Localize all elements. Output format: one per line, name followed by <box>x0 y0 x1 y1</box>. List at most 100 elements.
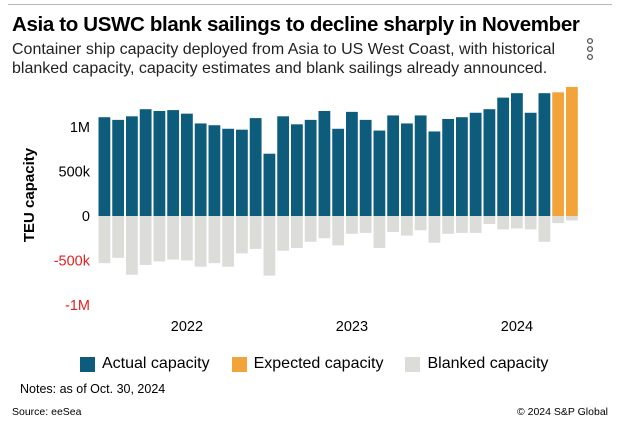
y-tick-label: -500k <box>54 254 91 270</box>
actual-capacity-bar <box>401 123 413 216</box>
blanked-capacity-bar <box>167 216 180 260</box>
actual-capacity-bar <box>318 110 331 216</box>
legend-item-actual: Actual capacity <box>80 355 210 373</box>
blanked-capacity-bar <box>456 216 468 233</box>
actual-capacity-bar <box>373 130 386 216</box>
y-tick-label: -1M <box>65 298 90 314</box>
blanked-capacity-bar <box>112 216 125 258</box>
actual-capacity-bar <box>346 111 358 216</box>
actual-capacity-bar <box>112 119 125 216</box>
blanked-capacity-bar <box>304 216 317 242</box>
blanked-capacity-bar <box>373 216 386 249</box>
actual-capacity-bar <box>359 119 372 216</box>
actual-capacity-bar <box>511 93 523 216</box>
chart-notes: Notes: as of Oct. 30, 2024 <box>20 382 166 396</box>
actual-capacity-bar <box>153 110 166 216</box>
x-tick-label: 2022 <box>171 319 203 335</box>
actual-capacity-bar <box>208 125 221 216</box>
actual-capacity-bar <box>304 119 317 216</box>
y-axis-ticks: 1M 500k 0 -500k -1M <box>54 120 91 314</box>
actual-capacity-bar <box>497 97 510 216</box>
blanked-capacity-bar <box>387 216 400 233</box>
vertical-ellipsis-icon[interactable] <box>583 37 597 61</box>
blanked-capacity-bar <box>428 216 441 243</box>
blanked-capacity-bar <box>126 216 138 275</box>
expected-capacity-bars <box>552 86 578 216</box>
blanked-capacity-bar <box>208 216 221 264</box>
legend-item-blanked: Blanked capacity <box>405 355 548 373</box>
blanked-capacity-bar <box>153 216 166 262</box>
legend-swatch-expected <box>231 356 247 372</box>
chart-title: Asia to USWC blank sailings to decline s… <box>12 13 580 36</box>
blanked-capacity-bar <box>346 216 358 234</box>
blanked-capacity-bar <box>139 216 152 265</box>
actual-capacity-bar <box>442 118 455 216</box>
actual-capacity-bar <box>98 117 111 216</box>
actual-capacity-bar <box>332 128 345 216</box>
actual-capacity-bar <box>126 116 138 216</box>
actual-capacity-bar <box>538 93 551 216</box>
blanked-capacity-bar <box>236 216 248 254</box>
blanked-capacity-bar <box>98 216 111 264</box>
blanked-capacity-bar <box>291 216 303 249</box>
legend-swatch-actual <box>80 356 95 372</box>
blanked-capacity-bar <box>552 216 565 224</box>
chart-subtitle: Container ship capacity deployed from As… <box>12 41 556 77</box>
x-tick-label: 2024 <box>501 319 533 335</box>
legend: Actual capacity Expected capacity Blanke… <box>80 353 570 375</box>
blanked-capacity-bar <box>332 216 345 246</box>
blanked-capacity-bar <box>277 216 290 251</box>
bar-chart: 1M 500k 0 -500k -1M 2022 2023 2024 TEU capacit… <box>21 86 578 335</box>
blanked-capacity-bar <box>318 216 331 239</box>
blanked-capacity-bar <box>538 216 551 242</box>
chart-source: Source: eeSea <box>12 406 82 418</box>
blanked-capacity-bar <box>359 216 372 233</box>
actual-capacity-bar <box>524 112 537 216</box>
blanked-capacity-bar <box>566 216 578 221</box>
blanked-capacity-bar <box>524 216 537 230</box>
top-divider <box>8 4 612 5</box>
x-axis-ticks: 2022 2023 2024 <box>171 319 533 335</box>
actual-capacity-bar <box>222 128 235 216</box>
actual-capacity-bar <box>139 109 152 216</box>
actual-capacity-bar <box>414 115 427 216</box>
blanked-capacity-bar <box>469 216 482 233</box>
actual-capacity-bar <box>387 115 400 216</box>
actual-capacity-bar <box>236 129 248 216</box>
y-tick-label: 0 <box>82 209 90 225</box>
actual-capacity-bar <box>263 153 276 216</box>
actual-capacity-bar <box>249 118 262 216</box>
actual-capacity-bar <box>194 123 207 216</box>
actual-capacity-bar <box>428 131 441 216</box>
y-tick-label: 1M <box>70 120 90 136</box>
legend-swatch-blanked <box>405 356 421 372</box>
actual-capacity-bar <box>291 124 303 216</box>
expected-capacity-bar <box>566 86 578 216</box>
blanked-capacity-bar <box>401 216 413 236</box>
actual-capacity-bar <box>181 113 193 216</box>
blanked-capacity-bar <box>222 216 235 267</box>
legend-label-expected: Expected capacity <box>253 355 384 372</box>
blanked-capacity-bar <box>414 216 427 231</box>
actual-capacity-bar <box>469 112 482 216</box>
legend-item-expected: Expected capacity <box>231 355 384 373</box>
legend-label-blanked: Blanked capacity <box>427 355 549 372</box>
blanked-capacity-bars <box>98 216 578 276</box>
blanked-capacity-bar <box>511 216 523 229</box>
blanked-capacity-bar <box>263 216 276 276</box>
actual-capacity-bar <box>483 109 496 216</box>
x-tick-label: 2023 <box>336 319 368 335</box>
blanked-capacity-bar <box>483 216 496 225</box>
actual-capacity-bars <box>98 93 551 216</box>
blanked-capacity-bar <box>497 216 510 230</box>
actual-capacity-bar <box>456 117 468 216</box>
y-axis-label: TEU capacity <box>21 147 38 242</box>
blanked-capacity-bar <box>194 216 207 267</box>
actual-capacity-bar <box>277 116 290 216</box>
copyright-notice: © 2024 S&P Global <box>516 406 608 418</box>
y-tick-label: 500k <box>59 165 91 181</box>
legend-label-actual: Actual capacity <box>102 355 210 372</box>
blanked-capacity-bar <box>181 216 193 261</box>
expected-capacity-bar <box>552 92 565 216</box>
actual-capacity-bar <box>167 110 180 216</box>
